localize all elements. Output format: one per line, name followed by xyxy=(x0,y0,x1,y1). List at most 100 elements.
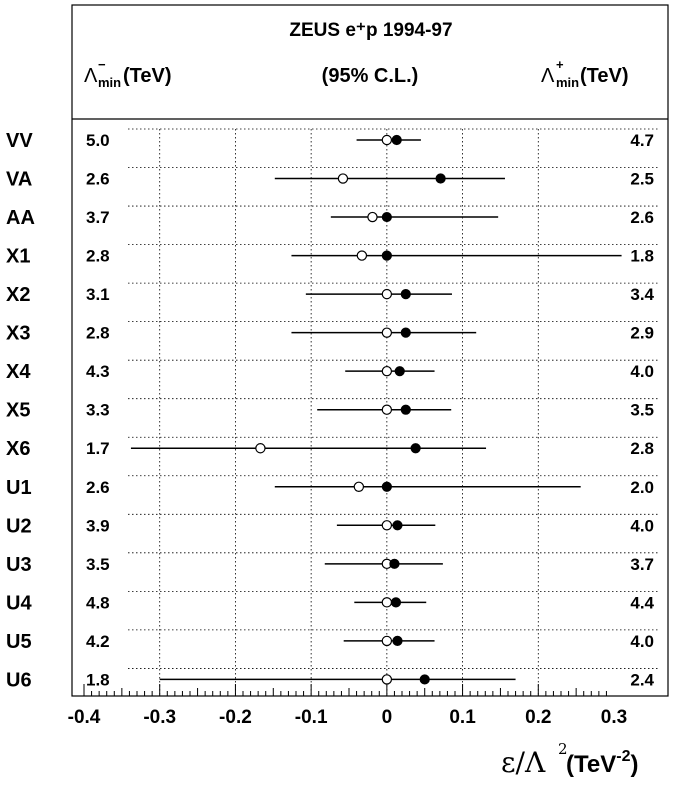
filled-point xyxy=(394,366,405,377)
row-vv: VV 5.0 4.7 xyxy=(6,130,654,152)
filled-point xyxy=(392,520,403,531)
left-header-sub: min xyxy=(98,75,121,90)
lambda-plus-value: 3.5 xyxy=(630,401,654,420)
lambda-plus-value: 4.7 xyxy=(630,131,654,150)
row-x1: X1 2.8 1.8 xyxy=(6,246,654,268)
lambda-minus-value: 2.6 xyxy=(86,170,110,189)
row-category-label: X1 xyxy=(6,246,30,268)
x-axis-label: ε/Λ 2 (TeV-2) xyxy=(501,740,638,779)
filled-point xyxy=(390,597,402,608)
lambda-plus-value: 4.0 xyxy=(630,516,654,535)
lambda-minus-value: 2.6 xyxy=(86,478,110,497)
filled-point xyxy=(381,211,392,223)
row-u4: U4 4.8 4.4 xyxy=(6,592,655,614)
filled-point xyxy=(389,558,400,569)
lambda-minus-value: 2.8 xyxy=(86,247,110,266)
x-axis-label-power: 2 xyxy=(558,740,568,758)
lambda-minus-value: 4.8 xyxy=(86,593,110,612)
open-point xyxy=(255,443,266,454)
right-header-unit: (TeV) xyxy=(580,65,629,87)
open-point xyxy=(356,250,368,261)
x-tick-label: -0.1 xyxy=(295,707,328,728)
row-category-label: X2 xyxy=(6,284,30,306)
lambda-plus-value: 2.0 xyxy=(630,478,654,497)
row-category-label: U3 xyxy=(6,554,32,576)
row-category-label: X3 xyxy=(6,323,30,345)
open-point xyxy=(381,597,393,608)
left-header: Λ − min (TeV) xyxy=(84,57,172,90)
lambda-plus-value: 2.9 xyxy=(630,324,654,343)
filled-point xyxy=(391,134,402,146)
right-header-symbol: Λ xyxy=(541,65,555,87)
open-point xyxy=(381,327,393,338)
filled-point xyxy=(410,443,421,454)
row-category-label: VV xyxy=(6,130,33,152)
row-category-label: U2 xyxy=(6,515,32,537)
row-category-label: X6 xyxy=(6,438,30,460)
row-aa: AA 3.7 2.6 xyxy=(6,207,654,229)
plot-frame xyxy=(71,4,669,697)
lambda-plus-value: 2.6 xyxy=(630,208,654,227)
left-header-unit: (TeV) xyxy=(123,65,172,87)
row-category-label: U6 xyxy=(6,669,32,691)
open-point xyxy=(337,173,349,184)
lambda-minus-value: 4.2 xyxy=(86,632,110,651)
right-header-sub: min xyxy=(556,75,579,90)
row-x6: X6 1.7 2.8 xyxy=(6,438,654,460)
x-tick-label: 0 xyxy=(382,707,393,728)
row-x5: X5 3.3 3.5 xyxy=(6,400,654,422)
x-axis-label-main: ε/Λ xyxy=(501,746,546,779)
filled-point xyxy=(400,327,411,338)
row-category-label: U4 xyxy=(6,592,32,614)
lambda-minus-value: 3.9 xyxy=(86,516,110,535)
filled-point xyxy=(392,635,403,646)
right-header-sup: + xyxy=(556,57,564,72)
lambda-minus-value: 3.5 xyxy=(86,555,110,574)
row-category-label: X4 xyxy=(6,361,31,383)
open-point xyxy=(381,288,393,300)
lambda-plus-value: 2.8 xyxy=(630,439,654,458)
row-category-label: U5 xyxy=(6,631,32,653)
row-x2: X2 3.1 3.4 xyxy=(6,284,655,306)
row-u6: U6 1.8 2.4 xyxy=(6,669,655,691)
filled-point xyxy=(419,674,430,685)
open-point xyxy=(381,134,393,146)
open-point xyxy=(381,365,393,377)
open-point xyxy=(381,635,393,647)
open-point xyxy=(381,404,393,415)
lambda-minus-value: 5.0 xyxy=(86,131,110,150)
left-header-symbol: Λ xyxy=(84,65,98,87)
row-u2: U2 3.9 4.0 xyxy=(6,515,654,537)
filled-point xyxy=(400,404,411,415)
row-category-label: VA xyxy=(6,169,32,191)
open-point xyxy=(381,520,393,531)
row-u5: U5 4.2 4.0 xyxy=(6,631,654,653)
open-point xyxy=(381,674,393,685)
x-tick-label: 0.3 xyxy=(601,707,627,728)
x-axis: -0.4 -0.3 -0.2 -0.1 0 0.1 0.2 0.3 xyxy=(68,684,627,728)
lambda-minus-value: 4.3 xyxy=(86,362,110,381)
lambda-plus-value: 4.0 xyxy=(630,632,654,651)
lambda-plus-value: 4.0 xyxy=(630,362,654,381)
lambda-plus-value: 4.4 xyxy=(630,593,654,612)
lambda-minus-value: 1.8 xyxy=(86,670,110,689)
row-x3: X3 2.8 2.9 xyxy=(6,323,654,345)
row-u1: U1 2.6 2.0 xyxy=(6,477,654,499)
filled-point xyxy=(400,289,411,300)
row-x4: X4 4.3 4.0 xyxy=(6,361,654,383)
right-header: Λ + min (TeV) xyxy=(541,57,629,90)
filled-point xyxy=(435,173,446,184)
x-tick-label: -0.4 xyxy=(68,707,101,728)
row-va: VA 2.6 2.5 xyxy=(6,169,654,191)
x-tick-label: -0.3 xyxy=(143,707,176,728)
lambda-plus-value: 2.5 xyxy=(630,170,654,189)
open-point xyxy=(353,481,365,492)
x-axis-label-unit: (TeV-2) xyxy=(566,748,638,778)
grid-layer xyxy=(128,128,660,696)
lambda-plus-value: 3.4 xyxy=(630,285,654,304)
row-category-label: X5 xyxy=(6,400,30,422)
lambda-plus-value: 2.4 xyxy=(630,670,654,689)
confidence-level-label: (95% C.L.) xyxy=(322,65,419,87)
open-point xyxy=(367,211,378,223)
rows-layer: VV 5.0 4.7 VA 2.6 2.5 AA 3.7 2.6 X1 2.8 1.8 X2 3.1 3.4… xyxy=(6,130,655,691)
